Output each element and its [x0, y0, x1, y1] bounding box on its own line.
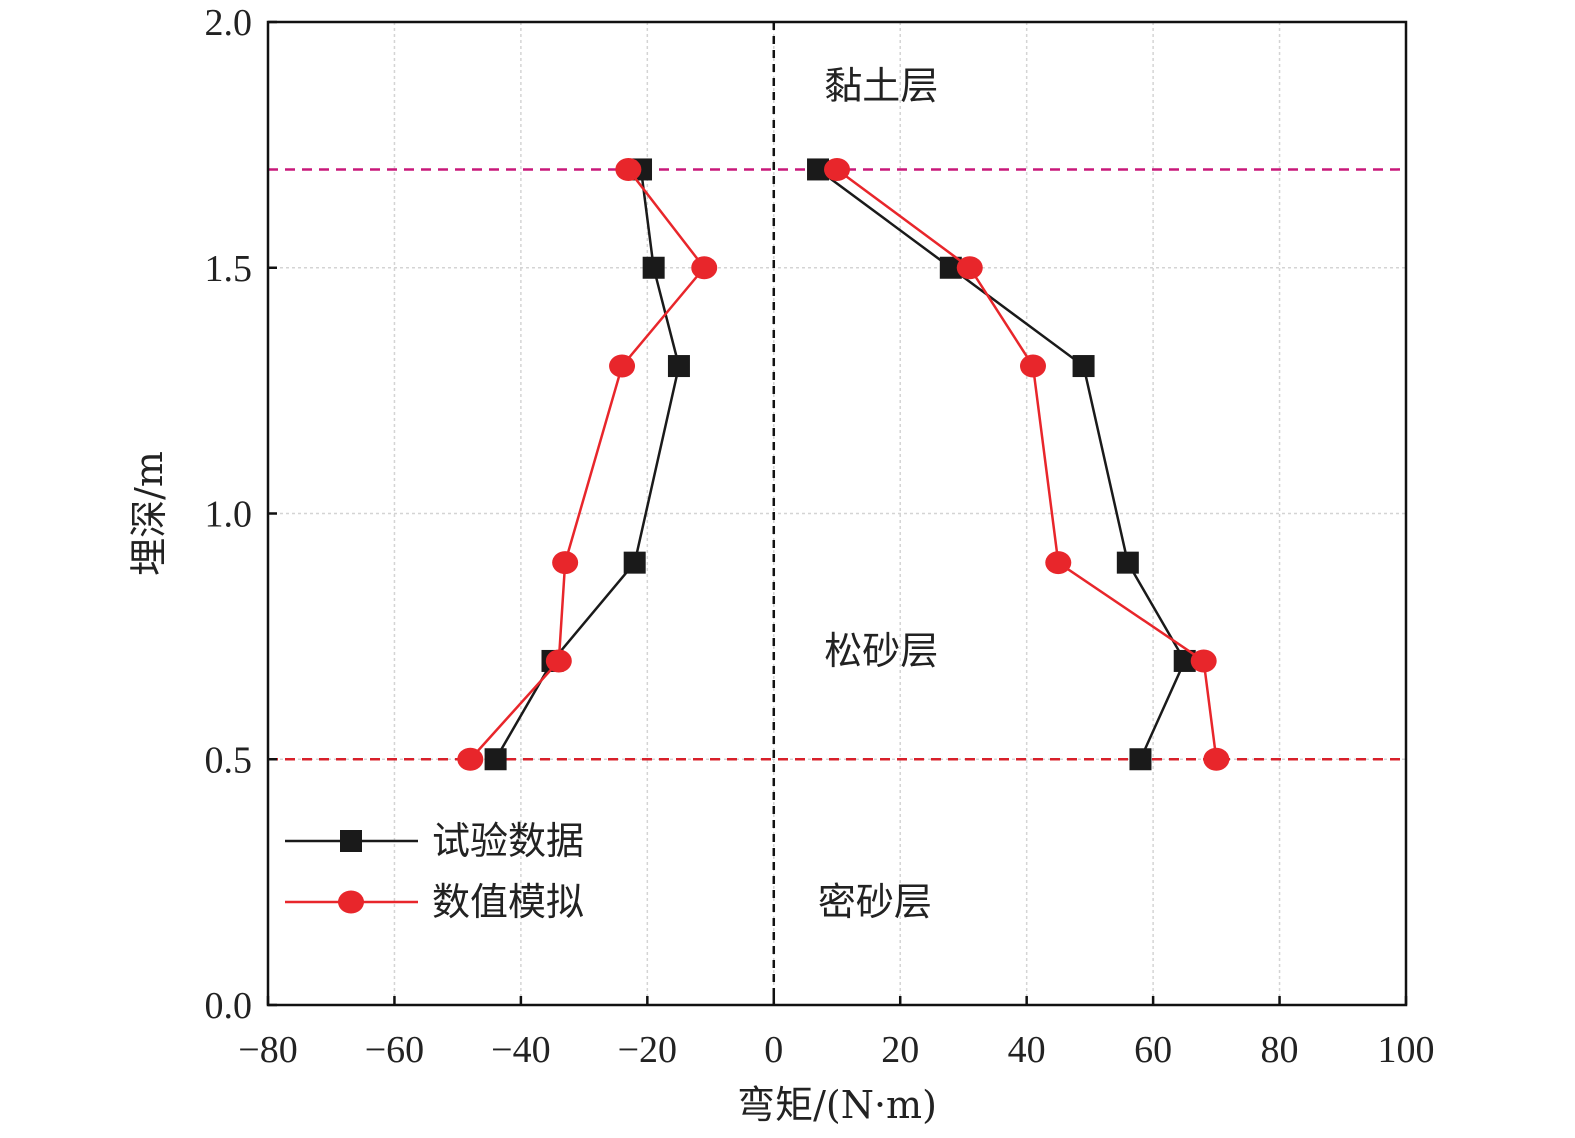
- data-point-square: [484, 748, 507, 771]
- data-point-circle: [1045, 551, 1072, 575]
- data-point-circle: [956, 256, 983, 280]
- x-tick-label: 60: [1134, 1029, 1172, 1071]
- y-tick-label: 0.5: [205, 739, 253, 781]
- y-tick-label: 0.0: [205, 985, 253, 1027]
- x-tick-label: −60: [365, 1029, 424, 1071]
- data-point-square: [1173, 649, 1196, 672]
- legend-label: 数值模拟: [432, 880, 584, 924]
- x-tick-label: 20: [881, 1029, 919, 1071]
- data-point-circle: [609, 354, 636, 378]
- x-axis-title: 弯矩/(N·m): [737, 1083, 937, 1127]
- data-point-circle: [824, 157, 850, 181]
- x-tick-label: 40: [1008, 1029, 1046, 1071]
- series-2: [457, 157, 1230, 771]
- data-point-square: [1072, 355, 1095, 378]
- x-tick-label: 80: [1261, 1029, 1299, 1071]
- data-point-square: [642, 256, 665, 279]
- x-tick-label: −80: [238, 1029, 297, 1071]
- soil-layer-label: 密砂层: [818, 880, 932, 924]
- legend-marker-square: [340, 830, 362, 852]
- legend-marker-circle: [338, 890, 364, 914]
- grid-layer: [268, 22, 1406, 1005]
- data-point-circle: [1190, 649, 1217, 673]
- x-tick-label: 100: [1378, 1029, 1435, 1071]
- series-1: [484, 158, 1196, 771]
- data-point-circle: [691, 256, 718, 280]
- y-tick-label: 1.5: [205, 248, 253, 290]
- series-line: [836, 168, 1218, 760]
- data-point-square: [1116, 551, 1139, 574]
- y-tick-label: 2.0: [205, 2, 253, 44]
- legend-label: 试验数据: [432, 819, 584, 863]
- data-point-square: [939, 256, 962, 279]
- data-point-circle: [457, 747, 484, 771]
- data-point-circle: [545, 649, 572, 673]
- data-point-circle: [552, 551, 579, 575]
- data-point-circle: [1019, 354, 1046, 378]
- x-tick-label: 0: [764, 1029, 783, 1071]
- legend-item: 数值模拟: [285, 880, 584, 924]
- series-line: [817, 168, 1187, 760]
- data-point-square: [807, 158, 830, 181]
- data-point-square: [667, 355, 690, 378]
- data-point-square: [623, 551, 646, 574]
- soil-layer-label: 黏土层: [824, 64, 938, 108]
- data-point-circle: [1203, 747, 1230, 771]
- series-layer: [457, 157, 1230, 771]
- x-tick-label: −40: [491, 1029, 550, 1071]
- x-tick-label: −20: [618, 1029, 677, 1071]
- y-tick-label: 1.0: [205, 494, 253, 536]
- y-axis-title: 埋深/m: [127, 451, 171, 576]
- data-point-circle: [615, 157, 642, 181]
- data-point-square: [1129, 748, 1152, 771]
- axis-ticks: −80 −60 −40 −20 0 20 40 60 80 100 0.0 0.5 1.0 1.5 2.0: [205, 2, 1435, 1071]
- legend-item: 试验数据: [285, 819, 584, 863]
- series-line: [469, 168, 706, 761]
- soil-layer-label: 松砂层: [824, 629, 938, 673]
